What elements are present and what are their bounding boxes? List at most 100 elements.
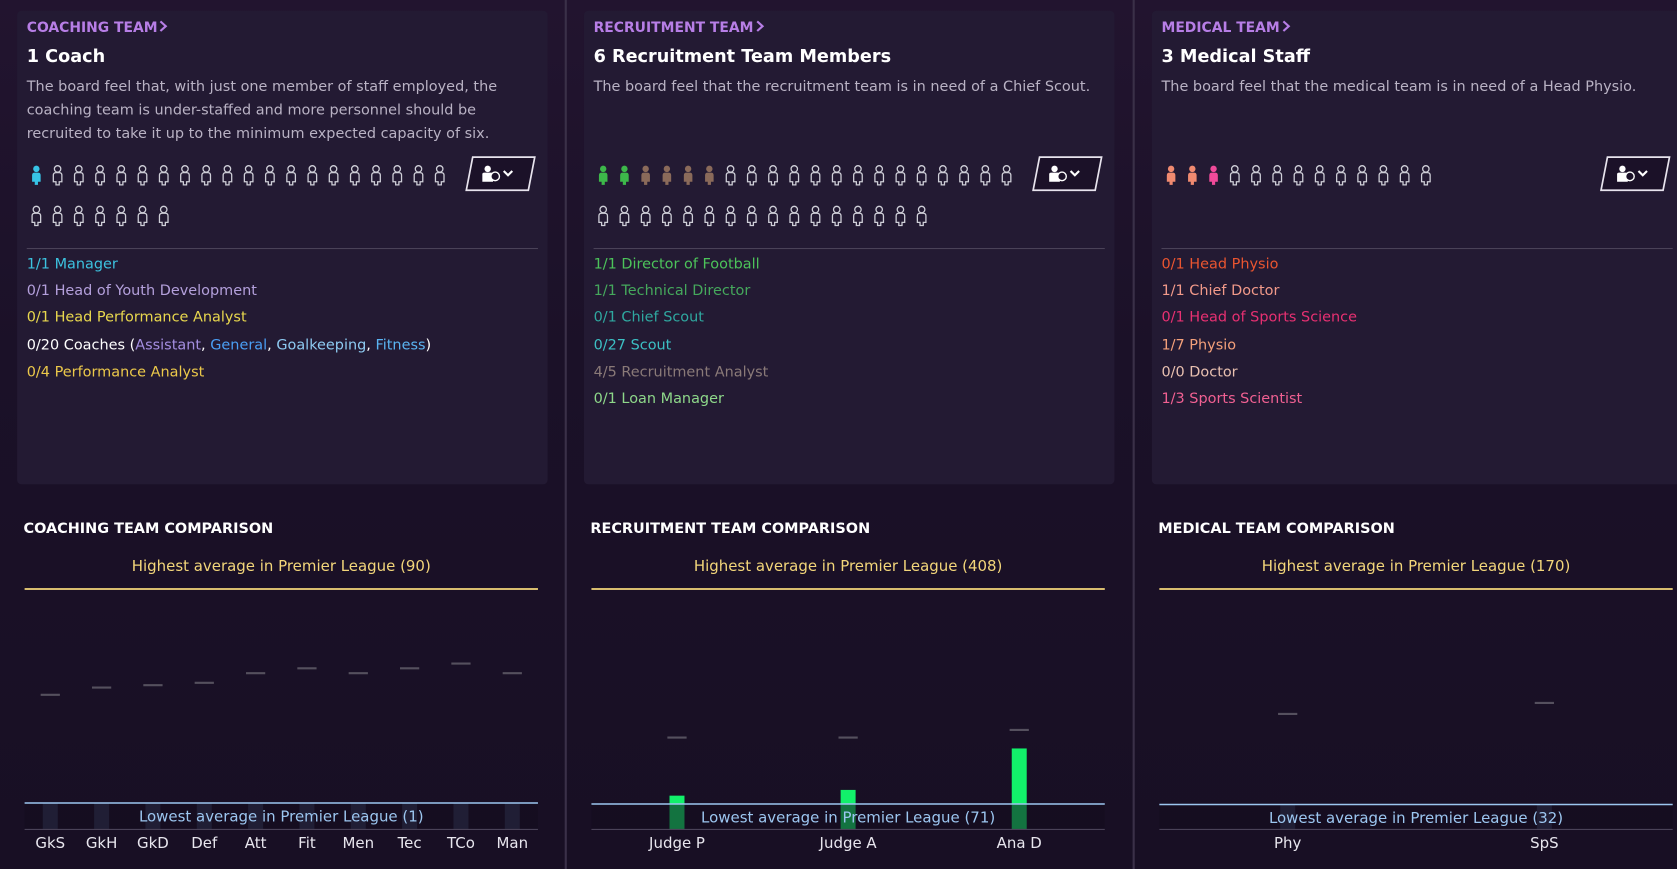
- chart-title: RECRUITMENT TEAM COMPARISON: [590, 521, 870, 537]
- role-text: 1/1 Technical Director: [593, 282, 751, 300]
- icon-head: [329, 165, 338, 173]
- team-link[interactable]: COACHING TEAM: [27, 20, 169, 36]
- staff-role: 0/1 Head Physio: [1161, 255, 1278, 272]
- staff-icon: [1229, 165, 1240, 186]
- icon-head: [96, 165, 104, 173]
- role-text: 0/1 Head of Youth Development: [26, 282, 257, 300]
- role-text: 4/5 Recruitment Analyst: [593, 363, 769, 381]
- team-link[interactable]: RECRUITMENT TEAM: [594, 20, 765, 36]
- icon-body: [598, 212, 609, 227]
- icon-head: [684, 165, 692, 173]
- icon-body: [768, 171, 778, 186]
- role-text: 1/7 Physio: [1161, 336, 1237, 354]
- staff-icon: [746, 165, 757, 186]
- button-plus: [490, 171, 501, 182]
- staff-icon: [810, 205, 821, 227]
- staff-role: 0/20 Coaches (Assistant, General, Goalke…: [27, 336, 431, 353]
- staff-icon: [874, 165, 885, 186]
- divider: [1132, 0, 1135, 869]
- team-description: The board feel that, with just one membe…: [26, 78, 498, 143]
- icon-body: [619, 212, 630, 227]
- icon-head: [684, 205, 692, 214]
- lowest-label: Lowest average in Premier League (1): [139, 807, 424, 825]
- icon-head: [33, 165, 40, 173]
- button-plus: [1624, 171, 1635, 182]
- button-chevron: [502, 170, 514, 177]
- icon-head: [747, 165, 756, 173]
- icon-body: [683, 212, 694, 227]
- team-link[interactable]: MEDICAL TEAM: [1161, 20, 1290, 36]
- icon-head: [790, 205, 799, 214]
- staff-icon: [243, 165, 254, 186]
- button-plus: [1057, 171, 1067, 182]
- icon-body: [959, 171, 970, 186]
- staff-icon: [895, 165, 906, 186]
- x-tick-label: Att: [245, 834, 267, 852]
- lowest-label: Lowest average in Premier League (71): [701, 808, 995, 826]
- staff-icon: [916, 205, 927, 227]
- role-text: 0/1 Head Performance Analyst: [26, 309, 247, 327]
- separator: [593, 247, 1105, 250]
- icon-body: [307, 171, 318, 186]
- icon-head: [1273, 165, 1282, 173]
- chart-title: COACHING TEAM COMPARISON: [24, 521, 274, 537]
- staff-icon: [137, 205, 148, 227]
- icon-body: [413, 171, 424, 186]
- role-text: Assistant: [135, 336, 202, 354]
- icon-body: [31, 212, 42, 227]
- icon-head: [1002, 165, 1011, 173]
- icon-head: [1315, 165, 1324, 173]
- staff-icon: [180, 165, 190, 186]
- x-tick-label: Tec: [397, 834, 422, 852]
- x-tick-label: SpS: [1530, 834, 1558, 852]
- staff-icon: [1357, 165, 1368, 186]
- staff-icon: [683, 205, 694, 227]
- staff-role: 1/1 Technical Director: [594, 282, 751, 299]
- icon-body: [158, 212, 169, 227]
- staff-icon: [641, 165, 650, 185]
- add-staff-button[interactable]: [1031, 155, 1106, 193]
- x-tick-label: Men: [342, 834, 374, 852]
- team-title: 1 Coach: [26, 45, 106, 67]
- staff-icon: [264, 165, 275, 186]
- staff-icon: [1001, 165, 1012, 186]
- icon-body: [831, 171, 842, 186]
- icon-head: [202, 165, 211, 173]
- staff-icon: [95, 205, 105, 227]
- icon-head: [621, 165, 628, 173]
- staff-icon: [137, 165, 148, 186]
- staff-icon: [789, 205, 800, 227]
- role-text: 0/1 Head of Sports Science: [1161, 309, 1357, 327]
- icon-body: [95, 212, 105, 227]
- icon-body: [264, 171, 275, 186]
- separator: [1161, 247, 1673, 250]
- icon-body: [73, 171, 84, 186]
- staff-icon: [434, 165, 445, 186]
- chevron-path: [1282, 20, 1290, 32]
- add-staff-button[interactable]: [464, 155, 539, 193]
- icon-body: [641, 172, 650, 185]
- icon-head: [32, 205, 41, 214]
- role-text: 1/3 Sports Scientist: [1161, 390, 1303, 408]
- highest-label: Highest average in Premier League (90): [132, 557, 431, 575]
- staff-icon: [201, 165, 212, 186]
- icon-body: [1001, 171, 1012, 186]
- staff-icon: [959, 165, 970, 186]
- icon-head: [1337, 165, 1345, 173]
- role-text: Goalkeeping: [276, 336, 367, 354]
- staff-icon: [73, 165, 84, 186]
- staff-icon: [1166, 165, 1176, 185]
- add-staff-button[interactable]: [1599, 155, 1674, 193]
- icon-head: [896, 205, 905, 214]
- staff-icon: [307, 165, 318, 186]
- staff-icon: [116, 165, 127, 186]
- team-column: COACHING TEAM 1 Coach The board feel that,…: [17, 0, 548, 869]
- role-text: Fitness: [375, 336, 426, 354]
- icon-head: [244, 165, 253, 173]
- icon-body: [1399, 171, 1410, 186]
- staff-icon: [1272, 165, 1283, 186]
- icon-head: [435, 165, 444, 173]
- staff-icon: [895, 205, 906, 227]
- icon-head: [266, 165, 274, 173]
- role-text: 0/4 Performance Analyst: [26, 363, 205, 381]
